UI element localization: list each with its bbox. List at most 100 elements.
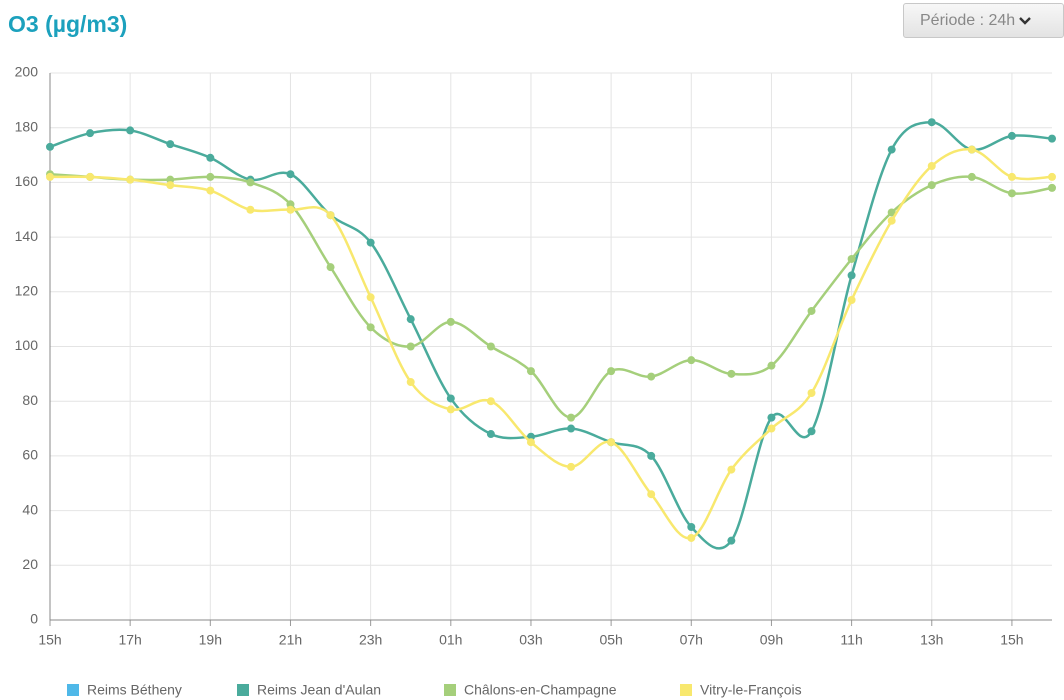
point bbox=[767, 361, 776, 370]
point bbox=[326, 211, 335, 220]
point bbox=[206, 172, 215, 181]
point bbox=[967, 145, 976, 154]
legend-item[interactable]: Vitry-le-François bbox=[680, 682, 802, 698]
x-tick-label: 21h bbox=[279, 632, 302, 648]
point bbox=[1048, 134, 1056, 143]
y-tick-label: 80 bbox=[22, 392, 38, 408]
point bbox=[166, 181, 175, 190]
legend-item[interactable]: Reims Jean d'Aulan bbox=[237, 682, 381, 698]
point bbox=[687, 533, 696, 542]
x-tick-label: 17h bbox=[118, 632, 141, 648]
point bbox=[166, 140, 175, 149]
point bbox=[727, 536, 736, 545]
x-tick-label: 11h bbox=[840, 632, 862, 648]
point bbox=[246, 178, 255, 187]
y-tick-label: 0 bbox=[30, 611, 38, 627]
point bbox=[807, 306, 816, 315]
legend-item[interactable]: Châlons-en-Champagne bbox=[444, 682, 617, 698]
x-tick-label: 23h bbox=[359, 632, 382, 648]
legend-label: Vitry-le-François bbox=[700, 682, 802, 698]
x-tick-label: 03h bbox=[519, 632, 542, 648]
x-tick-label: 13h bbox=[920, 632, 943, 648]
point bbox=[767, 413, 776, 422]
point bbox=[366, 293, 375, 302]
point bbox=[807, 427, 816, 436]
point bbox=[406, 378, 415, 387]
series-line bbox=[49, 172, 1053, 419]
point bbox=[166, 175, 175, 184]
point bbox=[847, 271, 856, 280]
point bbox=[887, 145, 896, 154]
point bbox=[567, 462, 576, 471]
x-tick-label: 19h bbox=[199, 632, 222, 648]
point bbox=[406, 315, 415, 324]
x-tick-label: 05h bbox=[599, 632, 622, 648]
series-line bbox=[49, 120, 1053, 550]
legend-label: Reims Bétheny bbox=[87, 682, 182, 698]
point bbox=[446, 394, 455, 403]
point bbox=[366, 323, 375, 332]
point bbox=[486, 342, 495, 351]
point bbox=[847, 254, 856, 263]
point bbox=[567, 424, 576, 433]
y-tick-label: 140 bbox=[15, 228, 39, 244]
point bbox=[86, 172, 95, 181]
legend-swatch bbox=[237, 684, 249, 696]
x-tick-label: 09h bbox=[760, 632, 783, 648]
legend-label: Châlons-en-Champagne bbox=[464, 682, 617, 698]
point bbox=[927, 181, 936, 190]
point bbox=[647, 451, 656, 460]
chevron bbox=[1019, 16, 1032, 25]
point bbox=[647, 490, 656, 499]
point bbox=[607, 367, 616, 376]
point bbox=[326, 263, 335, 272]
y-tick-label: 200 bbox=[15, 64, 39, 80]
point bbox=[486, 397, 495, 406]
x-tick-label: 15h bbox=[1000, 632, 1023, 648]
point bbox=[446, 405, 455, 414]
point bbox=[967, 172, 976, 181]
y-tick-label: 120 bbox=[15, 283, 39, 299]
point bbox=[286, 200, 295, 209]
y-tick-label: 160 bbox=[15, 173, 39, 189]
point bbox=[687, 356, 696, 365]
point bbox=[767, 424, 776, 433]
point bbox=[86, 129, 95, 138]
point bbox=[366, 238, 375, 247]
point bbox=[727, 369, 736, 378]
point bbox=[807, 388, 816, 397]
point bbox=[1007, 172, 1016, 181]
point bbox=[126, 126, 135, 135]
legend-swatch bbox=[67, 684, 79, 696]
point bbox=[46, 172, 54, 181]
legend-item[interactable]: Reims Bétheny bbox=[67, 682, 182, 698]
point bbox=[727, 465, 736, 474]
point bbox=[1007, 189, 1016, 198]
point bbox=[1007, 131, 1016, 140]
point bbox=[206, 186, 215, 195]
point bbox=[406, 342, 415, 351]
point bbox=[286, 205, 295, 214]
period-button[interactable]: Période : 24h bbox=[903, 3, 1064, 38]
legend-swatch bbox=[444, 684, 456, 696]
point bbox=[206, 153, 215, 162]
series-line bbox=[49, 148, 1053, 540]
y-tick-label: 40 bbox=[22, 501, 38, 517]
legend-swatch bbox=[680, 684, 692, 696]
y-tick-label: 60 bbox=[22, 447, 38, 463]
point bbox=[1048, 183, 1056, 192]
point bbox=[687, 523, 696, 532]
point bbox=[46, 142, 54, 151]
point bbox=[927, 161, 936, 170]
point bbox=[246, 205, 255, 214]
chart-title: O3 (µg/m3) bbox=[8, 11, 127, 37]
period-label: Période : 24h bbox=[920, 12, 1016, 29]
legend-label: Reims Jean d'Aulan bbox=[257, 682, 381, 698]
point bbox=[887, 216, 896, 225]
y-tick-label: 180 bbox=[15, 118, 39, 134]
y-tick-label: 20 bbox=[22, 556, 38, 572]
point bbox=[847, 296, 856, 305]
point bbox=[446, 317, 455, 326]
